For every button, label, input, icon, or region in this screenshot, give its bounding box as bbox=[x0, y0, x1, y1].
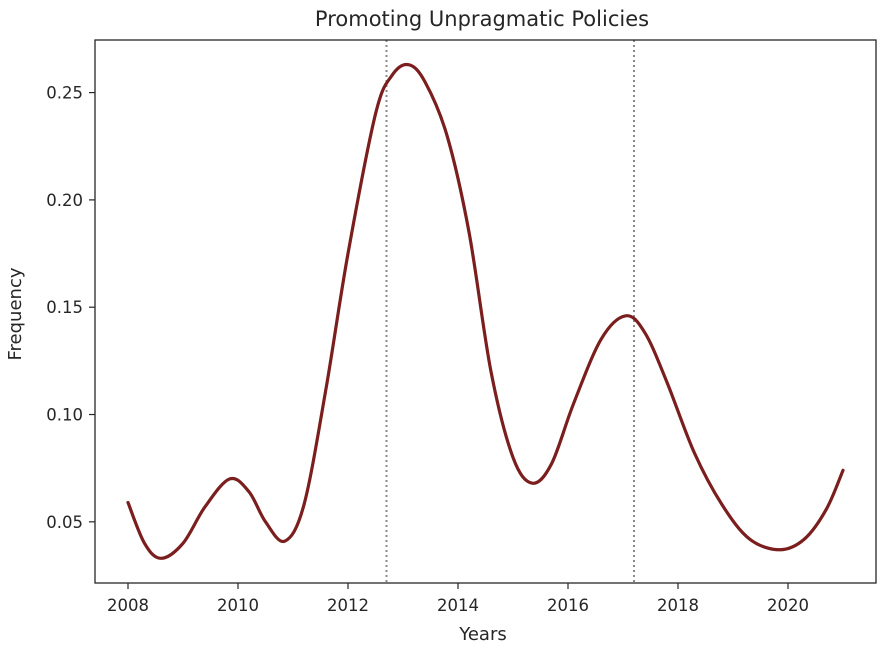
y-tick-label: 0.15 bbox=[46, 298, 83, 317]
x-tick-label: 2016 bbox=[547, 596, 589, 615]
x-tick-label: 2010 bbox=[217, 596, 259, 615]
y-tick-label: 0.25 bbox=[46, 84, 83, 103]
x-axis-label: Years bbox=[458, 624, 507, 645]
plot-frame bbox=[94, 39, 877, 584]
y-axis-label: Frequency bbox=[5, 267, 26, 360]
x-tick-label: 2018 bbox=[657, 596, 699, 615]
y-tick-label: 0.10 bbox=[46, 406, 83, 425]
x-tick-label: 2020 bbox=[767, 596, 809, 615]
x-tick-label: 2008 bbox=[107, 596, 149, 615]
chart-title: Promoting Unpragmatic Policies bbox=[315, 7, 649, 31]
x-tick-label: 2012 bbox=[327, 596, 369, 615]
x-tick-label: 2014 bbox=[437, 596, 479, 615]
y-axis-ticks: 0.05 0.10 0.15 0.20 0.25 bbox=[46, 84, 95, 532]
reference-lines bbox=[385, 40, 635, 583]
x-axis-ticks: 2008 2010 2012 2014 2016 2018 2020 bbox=[107, 583, 809, 615]
series-line-1 bbox=[126, 62, 845, 560]
y-tick-label: 0.20 bbox=[46, 191, 83, 210]
y-tick-label: 0.05 bbox=[46, 513, 83, 532]
series-group bbox=[126, 62, 845, 560]
